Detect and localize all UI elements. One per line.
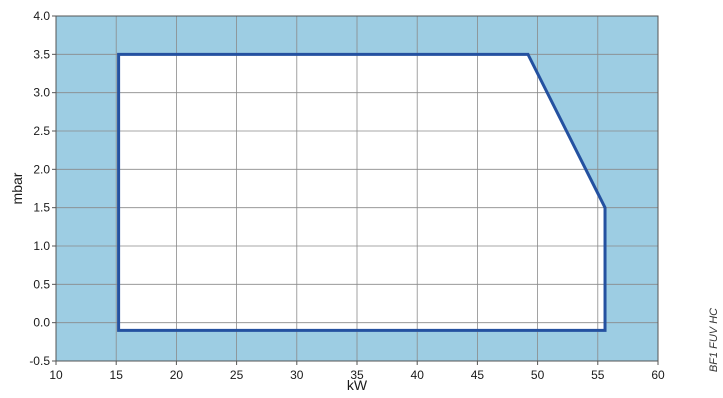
x-tick-label: 55 xyxy=(591,368,605,382)
x-tick-label: 15 xyxy=(110,368,124,382)
model-label: BF1 FUV HC xyxy=(708,308,720,372)
x-tick-label: 25 xyxy=(230,368,244,382)
y-axis-ticks: -0.5 0.0 0.5 1.0 1.5 2.0 2.5 3.0 3.5 4.0 xyxy=(29,9,56,368)
y-tick-label: 0.5 xyxy=(33,277,50,291)
x-axis-ticks: 10 15 20 25 30 35 40 45 50 55 60 xyxy=(49,361,665,382)
y-tick-label: -0.5 xyxy=(29,354,50,368)
y-tick-label: 1.0 xyxy=(33,239,50,253)
y-axis-label: mbar xyxy=(9,172,25,204)
y-tick-label: 1.5 xyxy=(33,201,50,215)
y-tick-label: 3.0 xyxy=(33,86,50,100)
x-tick-label: 35 xyxy=(350,368,364,382)
y-tick-label: 2.5 xyxy=(33,124,50,138)
y-tick-label: 2.0 xyxy=(33,162,50,176)
operating-region-outline xyxy=(117,52,607,332)
x-tick-label: 50 xyxy=(531,368,545,382)
operating-region xyxy=(118,54,606,331)
y-tick-label: 3.5 xyxy=(33,47,50,61)
x-tick-label: 60 xyxy=(651,368,665,382)
x-tick-label: 45 xyxy=(471,368,485,382)
y-tick-label: 0.0 xyxy=(33,316,50,330)
x-axis-label: kW xyxy=(347,377,368,393)
x-tick-label: 10 xyxy=(49,368,63,382)
y-tick-label: 4.0 xyxy=(33,9,50,23)
x-tick-label: 30 xyxy=(290,368,304,382)
x-tick-label: 40 xyxy=(411,368,425,382)
x-tick-label: 20 xyxy=(170,368,184,382)
